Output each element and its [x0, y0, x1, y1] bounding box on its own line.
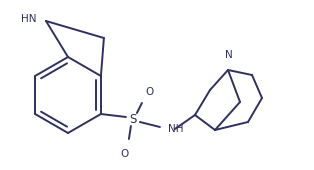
Text: O: O [146, 87, 154, 97]
Text: S: S [129, 113, 137, 125]
Text: O: O [121, 149, 129, 159]
Text: N: N [225, 50, 233, 60]
Text: NH: NH [168, 124, 183, 134]
Text: HN: HN [20, 14, 36, 24]
